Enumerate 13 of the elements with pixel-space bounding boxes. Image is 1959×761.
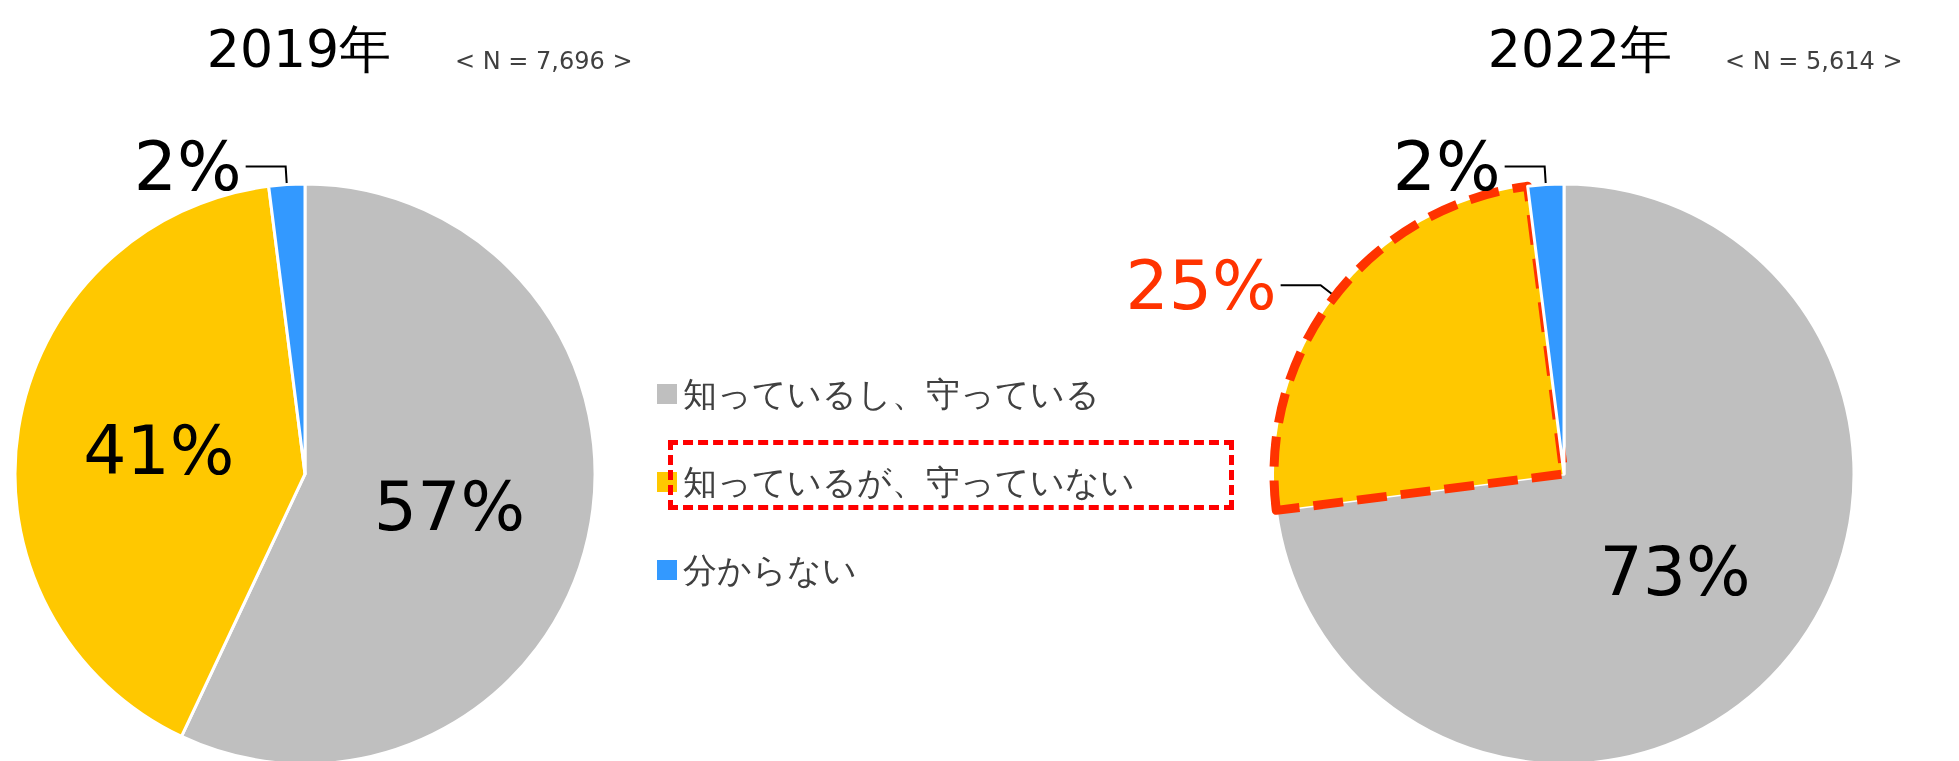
data-label: 73% (1599, 532, 1751, 612)
data-label: 25% (1125, 245, 1277, 325)
data-label: 41% (83, 411, 235, 491)
legend-label: 知っているが、守っていない (683, 462, 1135, 502)
slice-label: 2022年 (1487, 19, 1673, 79)
data-label: 2% (1392, 127, 1501, 207)
slice-label: 2019年 (206, 19, 392, 79)
data-label: 2% (133, 127, 242, 207)
legend-label: 知っているし、守っている (683, 374, 1100, 414)
data-label: 57% (373, 466, 526, 546)
legend-label: 分からない (683, 550, 857, 590)
text: < N = 5,614 > (1725, 47, 1903, 75)
text: < N = 7,696 > (455, 47, 633, 75)
